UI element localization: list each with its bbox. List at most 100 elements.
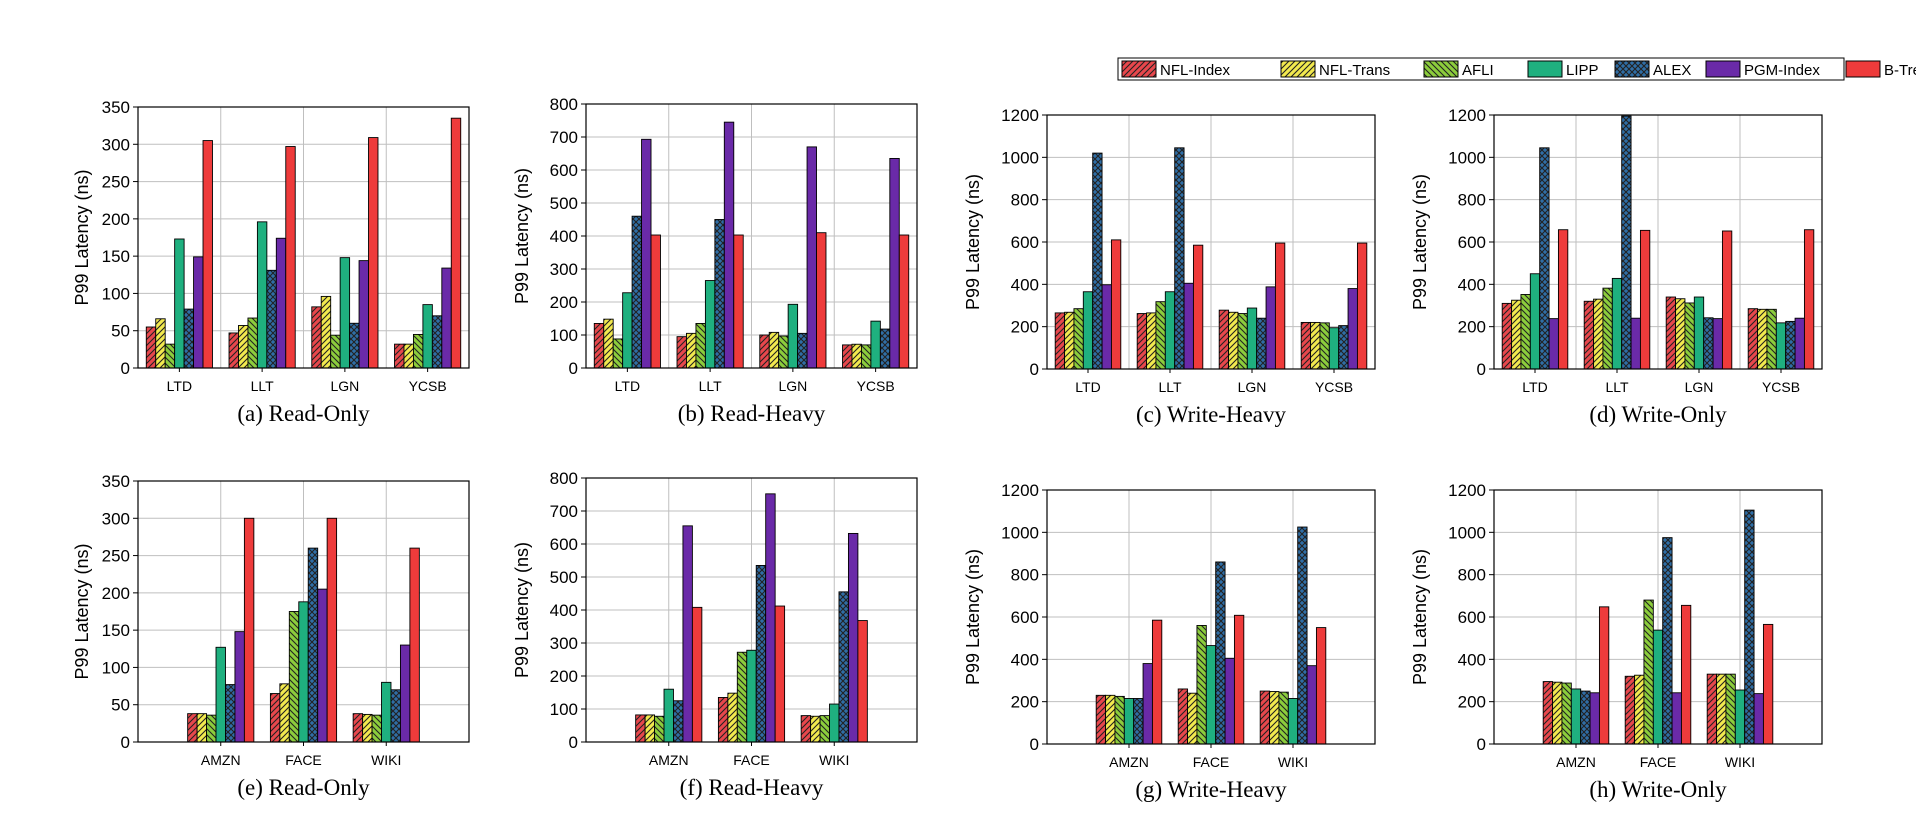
bar-nfl-trans-llt [1146,312,1157,370]
bar-afli-wiki [1278,691,1289,745]
bar-nfl-index-amzn [635,714,646,743]
chart-panel-b-read-heavy: LTD LLT LGN YCSB 0 100 200 300 400 500 600 700 800 P9… [512,95,918,426]
bar-alex-llt [1621,115,1632,370]
bar-b-tree-llt [285,146,296,369]
legend-swatch [1705,60,1741,78]
bar-b-tree-face [1233,614,1245,745]
y-tick-label: 1000 [1448,148,1486,167]
bar-lipp-wiki [1287,698,1299,745]
x-tick-label: LGN [1238,379,1267,395]
bar-pgm-index-ycsb [889,157,900,369]
x-tick-label: LGN [778,378,807,394]
bar-alex-ycsb [1785,320,1796,370]
bar-pgm-index-llt [723,121,735,369]
x-tick-label: AMZN [1556,754,1596,770]
bar-nfl-index-lgn [311,306,322,369]
bar-b-tree-ycsb [898,234,910,369]
bar-alex-amzn [673,700,684,743]
x-tick-label: LTD [1075,379,1100,395]
y-tick-label: 800 [1011,191,1039,210]
bar-b-tree-ltd [202,140,213,369]
bar-alex-ycsb [1338,325,1349,370]
bar-lipp-llt [1611,277,1623,370]
bar-pgm-index-amzn [682,525,693,743]
bar-b-tree-lgn [816,232,827,369]
y-tick-label: 0 [569,733,578,752]
y-tick-label: 800 [1458,191,1486,210]
bar-nfl-trans-lgn [1675,298,1686,370]
legend-item-lipp: LIPP [1527,60,1599,79]
y-tick-label: 500 [550,568,578,587]
bar-afli-face [736,651,748,743]
bar-afli-llt [1155,301,1166,370]
y-axis-label: P99 Latency (ns) [963,174,983,310]
bar-afli-llt [1602,287,1613,370]
bar-b-tree-llt [733,234,744,369]
bar-lipp-llt [704,280,716,369]
bar-b-tree-ycsb [1803,229,1815,370]
legend-label: AFLI [1462,62,1494,79]
legend-label: NFL-Trans [1319,62,1390,79]
bar-lipp-lgn [787,303,799,369]
bar-nfl-index-ltd [1501,302,1513,370]
bar-afli-face [288,611,300,743]
x-tick-label: FACE [1640,754,1677,770]
bar-nfl-index-face [1624,675,1636,745]
y-tick-label: 800 [550,95,578,114]
y-tick-label: 0 [1030,360,1039,379]
y-tick-label: 1200 [1448,481,1486,500]
chart-panel-g-write-heavy: AMZN FACE WIKI 0 200 400 600 800 1000 1200 P99 Lat… [963,481,1376,802]
panel-caption: (a) Read-Only [237,401,370,426]
bar-lipp-wiki [1734,689,1746,745]
bar-b-tree-lgn [368,137,379,369]
y-tick-label: 700 [550,128,578,147]
bar-nfl-index-ltd [145,326,157,369]
y-tick-label: 400 [550,227,578,246]
bar-b-tree-ltd [650,234,661,369]
y-axis-label: P99 Latency (ns) [1410,549,1430,685]
x-tick-label: WIKI [371,752,401,768]
bar-pgm-index-amzn [1142,663,1153,745]
bar-nfl-index-ycsb [394,343,405,369]
bar-afli-amzn [1114,695,1125,745]
bar-afli-ltd [612,338,624,369]
chart-panel-c-write-heavy: LTD LLT LGN YCSB 0 200 400 600 800 1000 1200 P99 La… [963,106,1376,427]
bar-b-tree-amzn [1151,619,1163,745]
legend-label: B-Tree [1884,62,1916,79]
y-tick-label: 100 [550,326,578,345]
y-tick-label: 600 [1011,608,1039,627]
x-tick-label: YCSB [857,378,895,394]
y-tick-label: 100 [102,284,130,303]
bar-nfl-index-llt [1583,300,1595,370]
bar-nfl-index-llt [1136,313,1148,370]
x-tick-label: YCSB [409,378,447,394]
bar-afli-lgn [778,335,789,369]
bar-pgm-index-ltd [1101,284,1112,370]
bar-nfl-trans-lgn [1228,311,1239,370]
bar-pgm-index-ycsb [1794,317,1805,370]
bar-nfl-index-ycsb [1747,308,1759,370]
y-tick-label: 200 [102,210,130,229]
x-tick-label: AMZN [1109,754,1149,770]
y-tick-label: 350 [102,472,130,491]
bar-pgm-index-ycsb [1347,288,1358,370]
y-tick-label: 1000 [1001,523,1039,542]
y-axis-label: P99 Latency (ns) [963,549,983,685]
y-tick-label: 1200 [1448,106,1486,125]
bar-nfl-trans-wiki [1716,673,1727,745]
bar-nfl-index-wiki [352,713,364,743]
y-tick-label: 800 [1458,566,1486,585]
bar-afli-ycsb [1319,322,1330,370]
y-tick-label: 600 [1458,233,1486,252]
legend-item-b-tree: B-Tree [1845,60,1916,79]
bar-nfl-index-wiki [800,715,812,743]
y-tick-label: 600 [1458,608,1486,627]
x-tick-label: LLT [1605,379,1629,395]
bar-pgm-index-lgn [806,146,817,369]
legend-swatch [1423,60,1459,78]
legend-item-afli: AFLI [1423,60,1494,79]
bar-b-tree-ycsb [450,117,462,369]
y-tick-label: 0 [1477,360,1486,379]
legend-item-alex: ALEX [1614,60,1691,79]
bar-lipp-amzn [1570,688,1582,745]
